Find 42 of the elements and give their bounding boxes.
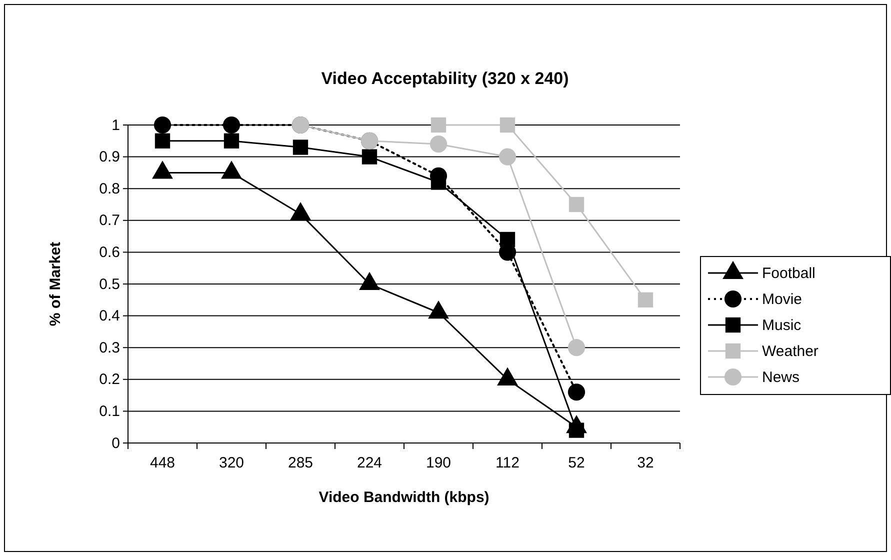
point <box>568 196 584 212</box>
point <box>362 149 378 164</box>
point <box>500 232 516 248</box>
x-tick-label: 32 <box>637 454 654 472</box>
x-tick-label: 52 <box>568 454 585 472</box>
point <box>568 339 586 356</box>
y-tick-label: 0.2 <box>99 371 120 388</box>
y-tick-label: 0.5 <box>99 276 120 293</box>
y-tick-label: 0.8 <box>99 180 120 198</box>
x-tick-label: 112 <box>496 454 520 472</box>
x-tick-label: 190 <box>426 454 452 472</box>
y-tick-label: 1 <box>112 116 120 134</box>
point <box>222 116 240 134</box>
point <box>292 140 308 155</box>
point <box>638 292 654 308</box>
point <box>500 117 516 133</box>
legend-label: News <box>762 369 800 386</box>
y-tick-label: 0.1 <box>99 403 120 420</box>
y-tick-label: 0.7 <box>99 212 120 230</box>
point <box>498 148 516 166</box>
x-tick-label: 320 <box>218 454 244 472</box>
point <box>568 384 586 401</box>
y-tick-label: 0.4 <box>99 308 120 325</box>
y-tick-label: 0.6 <box>99 244 120 261</box>
x-tick-label: 285 <box>288 454 314 472</box>
point <box>154 116 172 134</box>
legend-label: Football <box>762 265 816 282</box>
point <box>224 133 240 148</box>
point <box>430 117 446 133</box>
chart-title: Video Acceptability (320 x 240) <box>321 69 569 88</box>
y-tick-label: 0.9 <box>99 148 120 166</box>
y-tick-label: 0.3 <box>99 339 120 356</box>
legend-label: Movie <box>762 291 802 308</box>
point <box>430 136 448 153</box>
x-tick-label: 448 <box>150 454 176 472</box>
legend-label: Music <box>762 317 802 334</box>
point <box>154 133 170 148</box>
y-tick-label: 0 <box>112 434 120 452</box>
x-axis-title: Video Bandwidth (kbps) <box>318 489 490 506</box>
x-tick-label: 224 <box>356 454 382 472</box>
legend-label: Weather <box>762 343 818 360</box>
y-axis-title: % of Market <box>47 242 64 326</box>
